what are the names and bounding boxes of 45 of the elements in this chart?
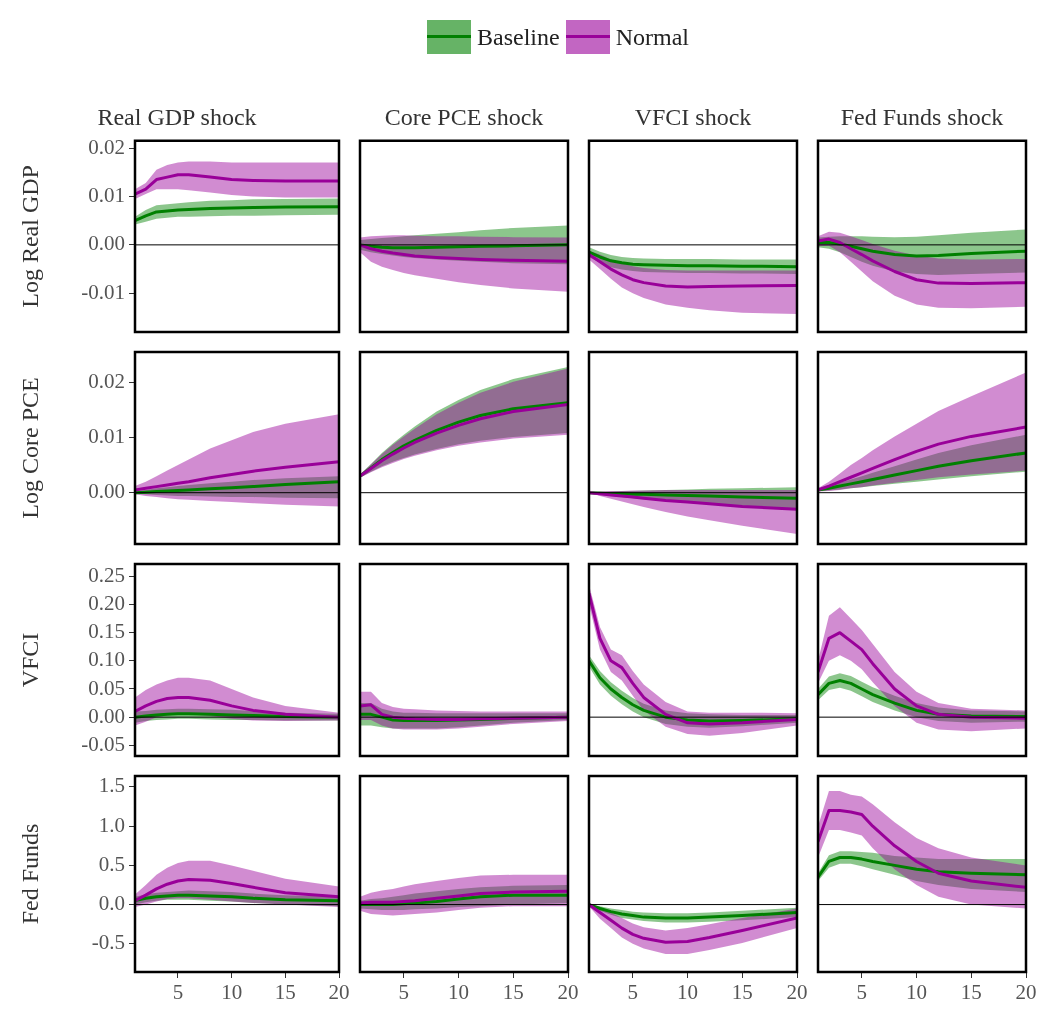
chart-title: Fed Funds shock	[840, 103, 1004, 130]
x-tick-label: 20	[1015, 980, 1037, 1005]
y-tick-label: -0.5	[91, 930, 125, 955]
x-tick-label: 15	[502, 980, 524, 1005]
y-tick-label: -0.05	[81, 731, 125, 756]
x-tick-label: 15	[960, 980, 982, 1005]
y-tick-label: -0.01	[81, 279, 125, 304]
y-tick-label: 0.00	[88, 703, 125, 728]
y-tick-label: 0.02	[88, 368, 125, 393]
y-tick-label: 0.10	[88, 647, 125, 672]
x-tick-label: 10	[906, 980, 928, 1005]
y-tick-label: 0.25	[88, 562, 125, 587]
x-tick-label: 15	[731, 980, 753, 1005]
y-tick-label: 1.5	[98, 773, 125, 798]
x-tick-label: 5	[856, 980, 868, 1005]
x-tick-label: 5	[398, 980, 410, 1005]
legend-label: Baseline	[477, 23, 560, 51]
x-tick-label: 5	[172, 980, 184, 1005]
x-tick-label: 10	[221, 980, 243, 1005]
y-tick-label: 0.05	[88, 675, 125, 700]
x-tick-label: 20	[557, 980, 579, 1005]
y-axis-title: VFCI	[16, 632, 43, 688]
x-tick-label: 10	[448, 980, 470, 1005]
y-tick-label: 0.02	[88, 134, 125, 159]
x-tick-label: 5	[627, 980, 639, 1005]
y-tick-label: 0.00	[88, 231, 125, 256]
y-tick-label: 0.00	[88, 479, 125, 504]
chart-title: Real GDP shock	[97, 103, 257, 130]
y-tick-label: 0.01	[88, 182, 125, 207]
y-tick-label: 0.5	[98, 851, 125, 876]
y-tick-label: 0.01	[88, 424, 125, 449]
y-tick-label: 0.20	[88, 591, 125, 616]
y-tick-label: 0.15	[88, 619, 125, 644]
x-tick-label: 20	[328, 980, 350, 1005]
x-tick-label: 10	[677, 980, 699, 1005]
y-tick-label: 0.0	[98, 891, 125, 916]
chart-title: Core PCE shock	[384, 103, 544, 130]
chart-title: VFCI shock	[634, 103, 752, 130]
y-axis-title: Fed Funds	[16, 823, 43, 925]
x-tick-label: 15	[274, 980, 296, 1005]
legend-label: Normal	[615, 23, 689, 51]
x-tick-label: 20	[786, 980, 808, 1005]
y-axis-title: Log Real GDP	[16, 165, 43, 308]
y-tick-label: 1.0	[98, 812, 125, 837]
y-axis-title: Log Core PCE	[16, 377, 43, 519]
